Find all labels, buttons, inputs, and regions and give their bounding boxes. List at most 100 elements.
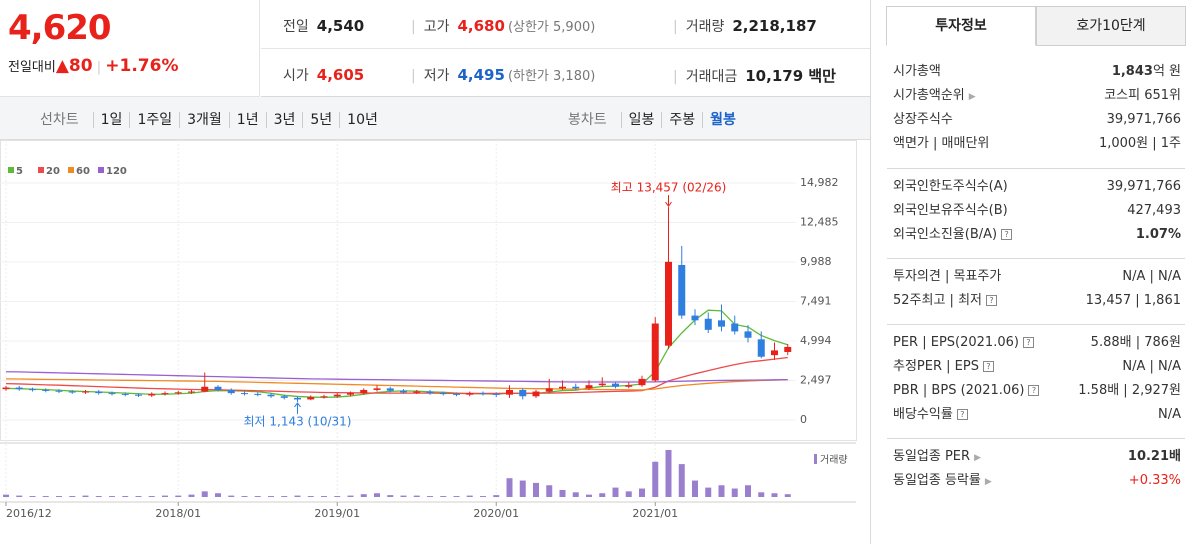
tab[interactable]: 1주일 — [129, 112, 180, 128]
info-label: 저가 — [423, 68, 450, 84]
info-row: 외국인보유주식수(B) 427,493 — [887, 199, 1185, 223]
tab[interactable]: 월봉 — [702, 112, 743, 128]
y-tick-label: 7,491 — [800, 295, 832, 308]
row-value-text: 39,971,766 — [1106, 112, 1181, 127]
candle-body — [439, 393, 447, 395]
tab[interactable]: 1일 — [92, 112, 130, 128]
volume-bar — [56, 496, 62, 497]
row-value-text: 39,971,766 — [1106, 179, 1181, 194]
candle-body — [625, 385, 633, 387]
price-box: 4,620 전일대비▲80 | +1.76% — [0, 0, 260, 97]
row-value-text: 1.07% — [1135, 227, 1181, 242]
row-label-text: 배당수익률 — [893, 407, 953, 422]
price-chart: 0 2,497 4,994 7,491 9,988 12,485 14,982 2016/12… — [0, 140, 857, 520]
row-arrow[interactable]: ▶ — [974, 453, 981, 463]
candle-body — [506, 389, 513, 395]
candle-body — [731, 323, 739, 332]
volume-bar — [201, 491, 208, 497]
moving-average-line — [5, 356, 788, 395]
row-label-text: 외국인한도주식수(A) — [893, 179, 1008, 194]
info-row: 시가 4,605 | 저가 4,495 (하한가 3,180) | 거래대금 10,179 백만 — [261, 48, 870, 96]
help-icon[interactable]: ? — [1022, 337, 1034, 348]
row-arrow[interactable]: ▶ — [968, 92, 976, 102]
stock-panel: 4,620 전일대비▲80 | +1.76% 전일 4,540 | 고가 4,680 (상… — [0, 0, 871, 544]
info-label: 시가 — [283, 68, 309, 84]
volume-bar — [678, 464, 685, 497]
tab-underline — [1036, 45, 1186, 46]
info-group: 외국인한도주식수(A) 39,971,766 외국인보유주식수(B) 427,493 외… — [887, 168, 1185, 247]
current-price: 4,620 — [8, 8, 112, 48]
x-tick-label: 2021/01 — [632, 507, 678, 520]
info-value: 4,605 — [316, 66, 365, 84]
volume-bar — [758, 492, 765, 497]
help-icon[interactable]: ? — [986, 295, 997, 306]
volume-bar — [69, 496, 76, 497]
volume-bar — [480, 496, 486, 497]
volume-bar — [572, 492, 579, 497]
divider: | — [411, 68, 416, 84]
info-group: 동일업종 PER ▶ 10.21배 동일업종 등락률 ▶ +0.33% — [887, 438, 1185, 493]
info-row: 동일업종 등락률 ▶ +0.33% — [887, 469, 1185, 493]
row-value-text: N/A | N/A — [1122, 359, 1181, 374]
info-row: 시가총액순위 ▶ 코스피 651위 — [887, 84, 1185, 108]
volume-bar — [652, 461, 659, 497]
row-label: 시가총액 — [893, 60, 941, 84]
volume-bar — [506, 478, 513, 497]
row-value: 코스피 651위 — [1104, 84, 1181, 108]
side-tab[interactable]: 호가10단계 — [1036, 6, 1186, 46]
candle-body — [148, 393, 156, 396]
tab[interactable]: 주봉 — [661, 112, 703, 128]
help-icon[interactable]: ? — [982, 361, 994, 372]
candle-body — [294, 397, 301, 400]
side-tab[interactable]: 투자정보 — [886, 6, 1036, 46]
tab[interactable]: 5년 — [302, 112, 340, 128]
divider: | — [96, 60, 102, 75]
candle-body — [373, 388, 381, 390]
x-tick-label: 2018/01 — [155, 507, 201, 520]
volume-bar — [519, 480, 526, 497]
volume-bar — [42, 496, 49, 497]
tab[interactable]: 10년 — [339, 112, 385, 128]
volume-bar — [427, 496, 433, 497]
row-value-text: 13,457 | 1,861 — [1085, 293, 1181, 308]
help-icon[interactable]: ? — [1001, 229, 1013, 240]
row-label: 외국인한도주식수(A) — [893, 175, 1008, 199]
row-label: 상장주식수 — [893, 108, 953, 132]
volume-bar — [215, 493, 221, 497]
annotation-label: 최저 1,143 (10/31) — [243, 414, 351, 428]
candle-body — [651, 323, 659, 381]
candle-body — [386, 388, 394, 391]
volume-bar — [599, 493, 606, 497]
help-icon[interactable]: ? — [1028, 385, 1040, 396]
volume-bar — [387, 495, 394, 497]
y-tick-label: 9,988 — [800, 255, 832, 268]
row-label: PBR | BPS (2021.06)? — [893, 379, 1040, 403]
row-label: 외국인소진율(B/A)? — [893, 223, 1013, 247]
row-value-text: +0.33% — [1128, 473, 1181, 488]
moving-average-line — [5, 378, 788, 391]
row-value-text: N/A | N/A — [1122, 269, 1181, 284]
tab[interactable]: 1년 — [228, 112, 266, 128]
row-value-text: 5.88배 | 786원 — [1090, 335, 1181, 350]
legend-label: 60 — [76, 166, 90, 177]
row-label-text: 시가총액순위 — [893, 88, 965, 103]
tab[interactable]: 3년 — [265, 112, 303, 128]
row-value-text: 10.21배 — [1127, 449, 1181, 464]
volume-bar — [16, 495, 23, 497]
tab[interactable]: 일봉 — [620, 112, 662, 128]
help-icon[interactable]: ? — [956, 409, 968, 420]
volume-bar — [612, 487, 619, 497]
volume-bar — [281, 496, 288, 497]
candle-body — [426, 391, 434, 394]
info-row: PBR | BPS (2021.06)? 1.58배 | 2,927원 — [887, 379, 1185, 403]
quote-info: 전일 4,540 | 고가 4,680 (상한가 5,900) | 거래량 2,218,187 시… — [261, 0, 870, 97]
candle-body — [68, 391, 76, 393]
row-arrow[interactable]: ▶ — [984, 477, 992, 487]
candle-tabs: 봉차트 일봉 주봉 월봉 — [568, 109, 743, 129]
info-cell: 전일 4,540 — [283, 16, 364, 36]
candle-body — [347, 393, 354, 395]
volume-bar — [360, 494, 367, 497]
candle-body — [161, 393, 169, 395]
tab[interactable]: 3개월 — [179, 112, 229, 128]
volume-bar — [745, 485, 751, 497]
